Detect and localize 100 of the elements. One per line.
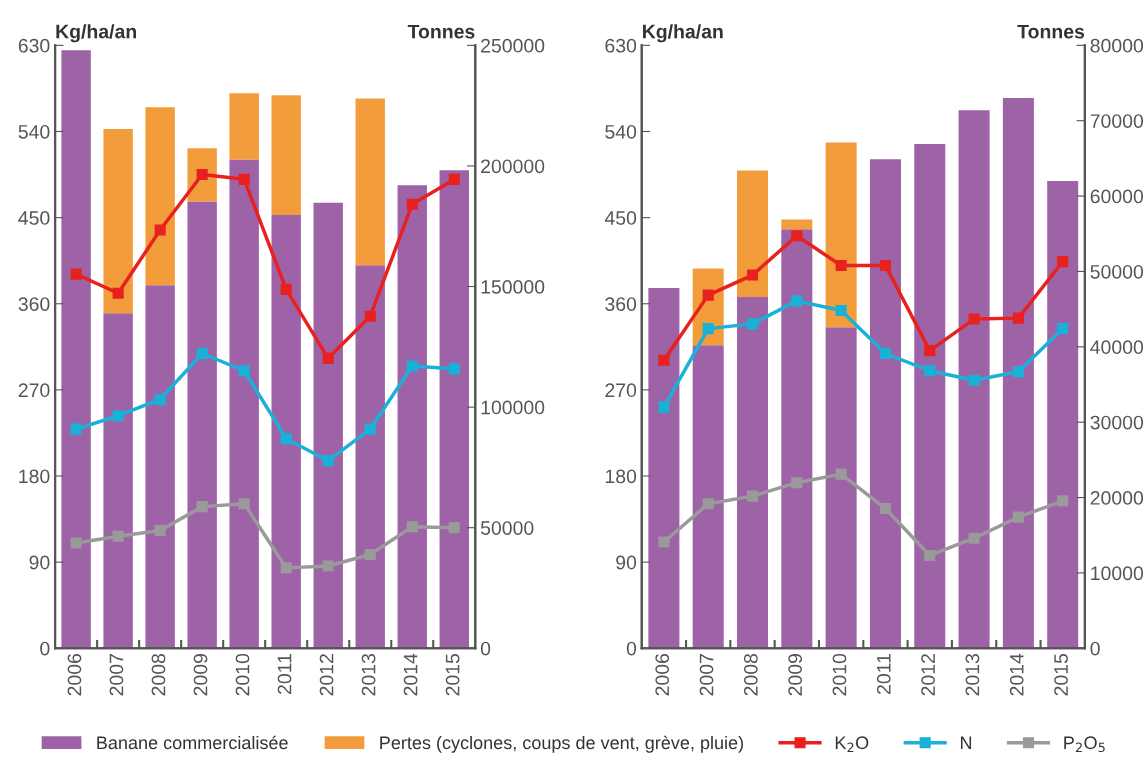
point: [112, 287, 124, 299]
bar: [869, 159, 901, 649]
y2-axis-title: Tonnes: [1017, 24, 1085, 39]
point: [658, 354, 670, 366]
x-tick-label: 2014: [1009, 653, 1024, 696]
bar: [825, 327, 857, 649]
point: [364, 423, 376, 435]
point: [280, 283, 292, 295]
bar: [781, 229, 813, 649]
point: [448, 522, 460, 534]
point: [879, 259, 892, 272]
y-tick-label: 360: [605, 297, 637, 311]
point: [1012, 366, 1024, 378]
x-tick-label: 2010: [832, 653, 847, 696]
y2-tick-label: 70000: [1090, 114, 1144, 128]
point: [322, 455, 334, 467]
x-tick-label: 2015: [445, 653, 460, 696]
point: [746, 269, 759, 281]
y-tick-label: 540: [18, 124, 50, 139]
point: [196, 169, 208, 181]
x-tick-label: 2006: [67, 653, 82, 696]
point: [70, 537, 82, 549]
point: [835, 259, 847, 272]
point: [924, 365, 936, 377]
bar: [145, 107, 175, 286]
y2-tick-label: 250000: [481, 38, 545, 53]
point: [746, 318, 759, 330]
bar: [737, 170, 769, 298]
bar: [313, 202, 343, 649]
point: [280, 562, 292, 574]
point: [154, 525, 166, 537]
y-tick-label: 180: [605, 469, 637, 484]
point: [968, 374, 980, 386]
point: [154, 224, 166, 236]
bar: [439, 170, 469, 649]
point: [658, 401, 670, 413]
bar: [1002, 98, 1034, 649]
legend-label: Banane commercialisée: [97, 735, 288, 750]
point: [112, 530, 124, 542]
y-axis-title: Kg/ha/an: [56, 24, 137, 43]
point: [879, 347, 892, 360]
point: [658, 536, 670, 548]
y-tick-label: 270: [18, 383, 50, 398]
bar: [271, 214, 301, 649]
x-tick-label: 2014: [403, 653, 418, 696]
y-tick-label: 0: [40, 641, 50, 656]
x-tick-label: 2009: [788, 654, 803, 696]
point: [1057, 323, 1069, 335]
point: [70, 268, 82, 280]
point: [1057, 256, 1069, 268]
bar: [229, 159, 259, 649]
bar: [187, 201, 217, 649]
point: [791, 477, 803, 489]
y-tick-label: 90: [29, 555, 50, 570]
y2-tick-label: 30000: [1090, 415, 1144, 430]
x-tick-label: 2006: [655, 653, 670, 696]
point: [702, 498, 714, 510]
point: [406, 198, 418, 210]
point: [280, 433, 292, 445]
point: [322, 560, 334, 572]
point: [968, 532, 980, 544]
point: [238, 173, 250, 185]
point: [196, 347, 208, 360]
x-tick-label: 2007: [699, 654, 714, 696]
point: [702, 323, 714, 335]
legend-label: N: [960, 736, 972, 749]
y-tick-label: 630: [18, 38, 50, 53]
x-tick-label: 2012: [319, 654, 334, 696]
y2-tick-label: 10000: [1091, 566, 1144, 581]
point: [70, 423, 82, 435]
x-tick-label: 2008: [151, 653, 166, 696]
x-tick-label: 2015: [1054, 653, 1068, 696]
point: [1012, 511, 1024, 523]
y2-tick-label: 50000: [480, 521, 534, 535]
point: [702, 289, 714, 301]
point: [364, 548, 376, 561]
bar: [61, 50, 91, 649]
x-tick-label: 2007: [109, 654, 124, 696]
x-tick-label: 2008: [743, 653, 758, 696]
bar: [692, 345, 724, 649]
legend-label: Pertes (cyclones, coups de vent, grève, pluie): [380, 735, 743, 753]
y2-tick-label: 0: [1090, 641, 1100, 656]
point: [791, 295, 803, 307]
y2-tick-label: 0: [480, 641, 491, 656]
x-tick-label: 2010: [235, 653, 250, 696]
point: [968, 313, 980, 325]
point: [448, 173, 460, 185]
legend-label: K$_{2}$O: [835, 736, 869, 752]
y-tick-label: 180: [19, 469, 50, 484]
x-tick-label: 2013: [361, 653, 376, 696]
point: [924, 549, 936, 561]
point: [406, 521, 418, 533]
y2-tick-label: 100000: [481, 400, 545, 415]
y2-tick-label: 20000: [1090, 491, 1144, 505]
point: [448, 363, 460, 375]
y-tick-label: 630: [605, 38, 637, 53]
x-tick-label: 2009: [193, 654, 208, 696]
bar: [1047, 181, 1079, 649]
y-axis-title: Kg/ha/an: [643, 24, 723, 43]
y-tick-label: 270: [605, 383, 637, 398]
